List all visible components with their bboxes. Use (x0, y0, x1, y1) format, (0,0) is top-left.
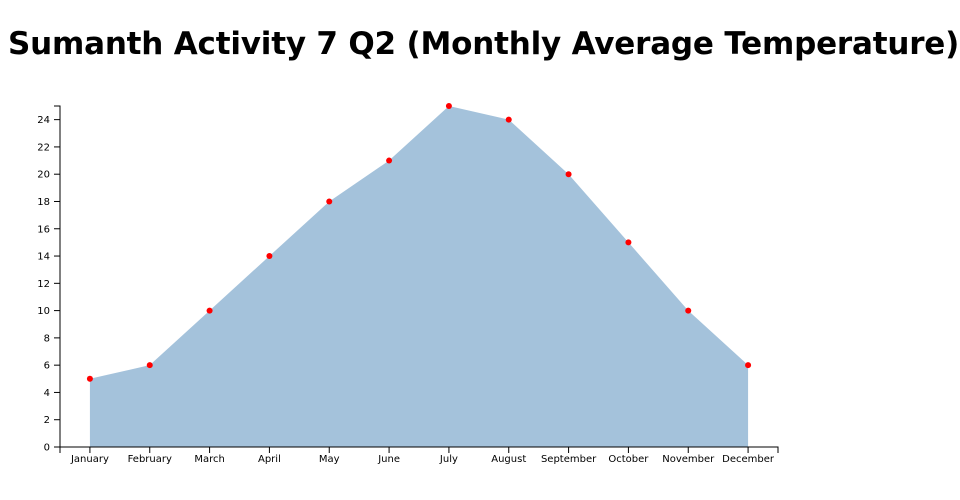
y-tick-label: 0 (44, 443, 50, 454)
data-point[interactable] (445, 103, 452, 109)
data-point[interactable] (745, 362, 752, 369)
x-tick-label: May (319, 454, 340, 465)
y-tick-label: 4 (44, 388, 50, 399)
y-tick-label: 6 (44, 361, 50, 372)
x-tick-label: December (722, 454, 775, 465)
x-tick-label: February (128, 454, 172, 465)
x-tick-label: October (608, 454, 649, 465)
y-tick-label: 2 (44, 415, 50, 426)
area-layer (89, 106, 749, 447)
chart-title: Sumanth Activity 7 Q2 (Monthly Average T… (8, 26, 960, 62)
data-point[interactable] (86, 375, 93, 382)
data-points (86, 103, 752, 382)
x-tick-label: April (258, 454, 281, 465)
y-tick-label: 22 (37, 142, 50, 153)
data-point[interactable] (146, 362, 153, 369)
data-point[interactable] (505, 116, 512, 123)
y-tick-label: 14 (37, 252, 50, 263)
data-point[interactable] (326, 198, 333, 205)
x-tick-label: August (491, 454, 526, 465)
x-tick-label: March (194, 454, 224, 465)
x-axis: January February March April May June July Augu… (59, 446, 779, 465)
x-tick-label: January (70, 454, 109, 465)
y-tick-label: 8 (44, 333, 50, 344)
y-tick-label: 24 (37, 115, 50, 126)
x-tick-label: November (662, 454, 715, 465)
data-point[interactable] (206, 307, 213, 314)
x-tick-label: June (377, 454, 400, 465)
y-tick-label: 10 (37, 306, 50, 317)
x-tick-label: September (541, 454, 597, 465)
data-point[interactable] (565, 171, 572, 178)
data-point[interactable] (625, 239, 632, 246)
y-tick-label: 16 (37, 224, 50, 235)
data-point[interactable] (386, 157, 393, 164)
data-point[interactable] (685, 307, 692, 314)
temperature-area (89, 106, 749, 447)
y-tick-label: 18 (37, 197, 50, 208)
x-axis-line (59, 446, 779, 453)
y-tick-label: 20 (37, 170, 50, 181)
y-tick-label: 12 (37, 279, 50, 290)
data-point[interactable] (266, 253, 273, 260)
y-axis-line (54, 105, 61, 448)
x-tick-label: July (439, 454, 458, 465)
